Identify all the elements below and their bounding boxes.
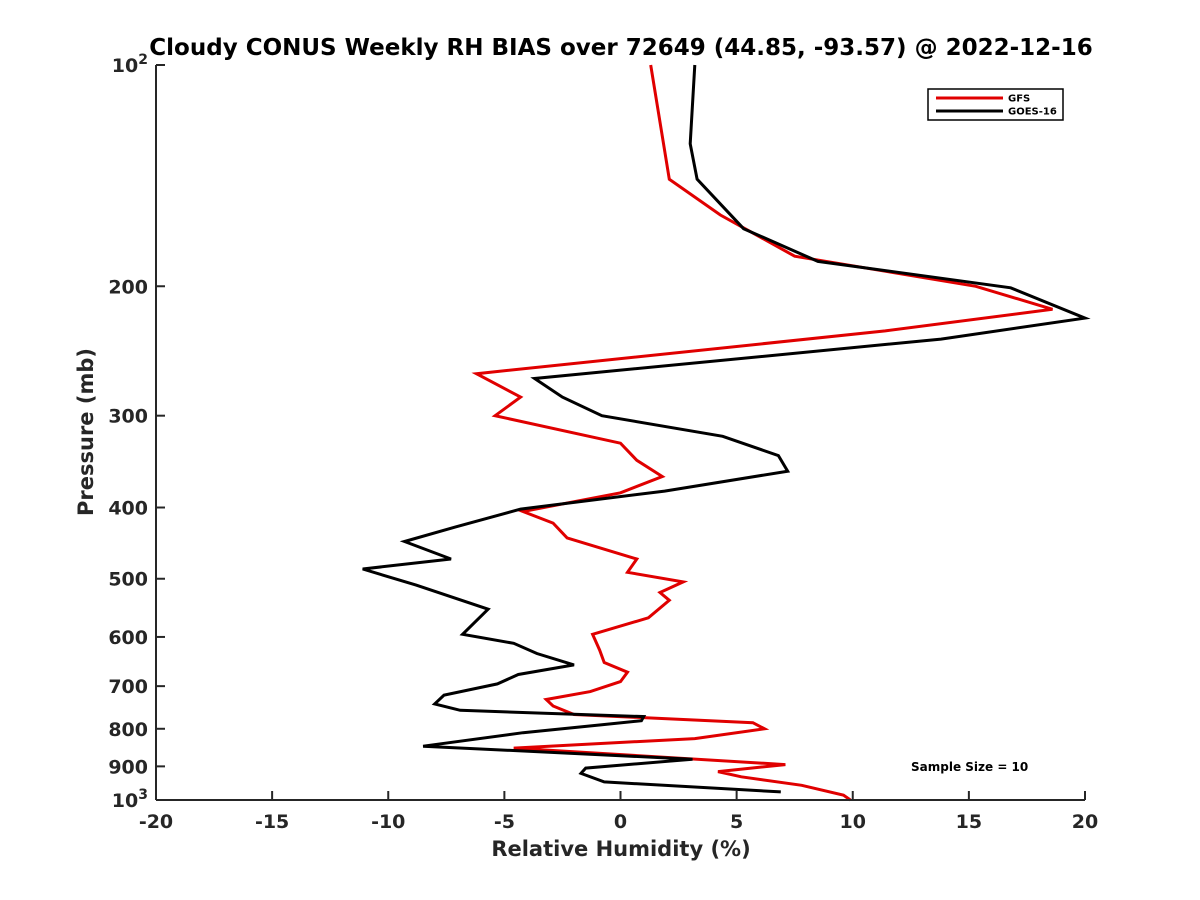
y-tick-label: 500	[108, 569, 148, 591]
x-tick-label: -20	[139, 811, 173, 833]
x-tick-label: 20	[1072, 811, 1098, 833]
chart-title: Cloudy CONUS Weekly RH BIAS over 72649 (…	[149, 35, 1092, 61]
x-tick-label: -15	[255, 811, 289, 833]
legend: GFS GOES-16	[927, 88, 1064, 121]
series-line-gfs	[471, 64, 1053, 802]
x-tick-label: 15	[956, 811, 982, 833]
y-axis-label: Pressure (mb)	[74, 348, 98, 516]
series-line-goes-16	[362, 64, 1091, 794]
legend-label-gfs: GFS	[1008, 94, 1030, 105]
x-tick-label: -10	[371, 811, 405, 833]
x-tick-label: -5	[494, 811, 515, 833]
x-ticks: -20 -15 -10 -5 0 5 10 15 20	[139, 791, 1098, 833]
y-tick-label: 300	[108, 406, 148, 428]
legend-box	[927, 88, 1064, 121]
y-tick-label: 900	[108, 756, 148, 778]
y-tick-label: 103	[112, 787, 148, 812]
y-tick-label: 102	[112, 52, 148, 77]
axes-layer	[155, 65, 1085, 801]
y-ticks: 102 200 300 400 500 600 700 800 900 103	[108, 52, 165, 812]
series-layer	[362, 64, 1091, 802]
x-tick-label: 10	[840, 811, 866, 833]
x-tick-label: 0	[614, 811, 627, 833]
x-axis-label: Relative Humidity (%)	[491, 837, 750, 861]
y-tick-label: 200	[108, 276, 148, 298]
legend-label-goes16: GOES-16	[1008, 107, 1057, 118]
y-tick-label: 800	[108, 719, 148, 741]
y-tick-label: 600	[108, 627, 148, 649]
x-tick-label: 5	[730, 811, 743, 833]
y-tick-label: 700	[108, 676, 148, 698]
y-tick-label: 400	[108, 498, 148, 520]
sample-size-annotation: Sample Size = 10	[911, 760, 1028, 774]
